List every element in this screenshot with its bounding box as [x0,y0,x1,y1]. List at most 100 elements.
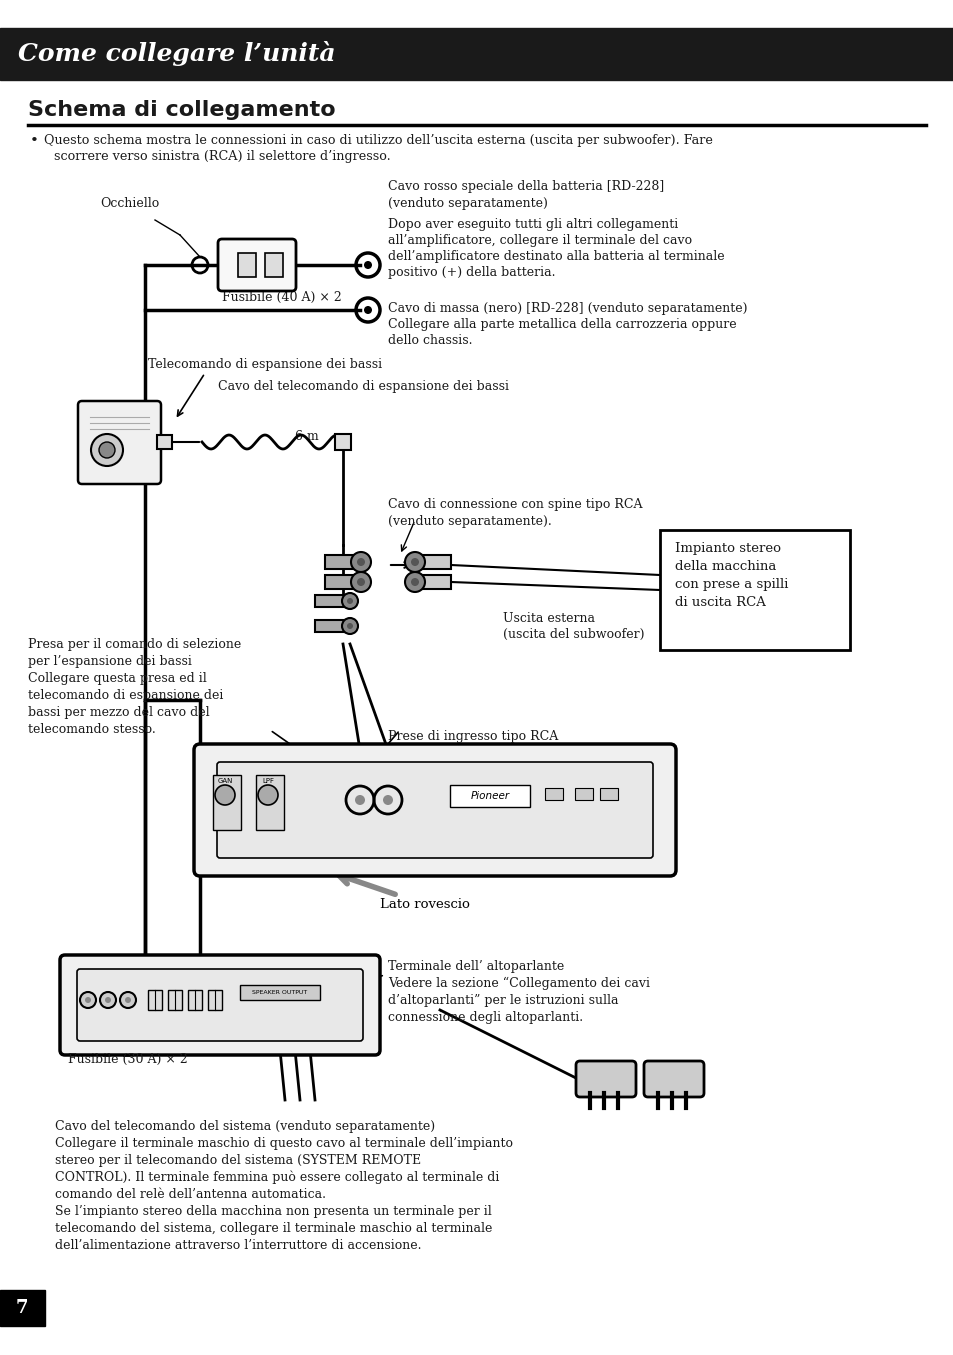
Text: (venduto separatamente): (venduto separatamente) [388,196,547,210]
Bar [575,789,593,799]
Circle shape [214,785,234,805]
Bar [325,575,360,589]
Text: con prese a spilli: con prese a spilli [675,579,787,591]
Text: dell’amplificatore destinato alla batteria al terminale: dell’amplificatore destinato alla batter… [388,251,724,263]
FancyBboxPatch shape [576,1061,636,1098]
Circle shape [257,785,277,805]
Bar [325,556,360,569]
Text: Occhiello: Occhiello [100,196,159,210]
Text: Terminale dell’ altoparlante: Terminale dell’ altoparlante [388,959,563,973]
Circle shape [341,618,357,634]
Bar [544,789,562,799]
Bar [213,775,241,831]
FancyBboxPatch shape [60,955,379,1056]
Bar [415,556,451,569]
Bar [255,775,284,831]
Bar [0,1290,45,1327]
Bar [314,621,350,631]
Circle shape [91,434,123,466]
Text: Cavo di connessione con spine tipo RCA: Cavo di connessione con spine tipo RCA [388,499,641,511]
Text: telecomando del sistema, collegare il terminale maschio al terminale: telecomando del sistema, collegare il te… [55,1222,492,1234]
Text: di uscita RCA: di uscita RCA [675,596,765,608]
Text: (uscita del subwoofer): (uscita del subwoofer) [502,627,644,641]
Text: Dopo aver eseguito tutti gli altri collegamenti: Dopo aver eseguito tutti gli altri colle… [388,218,678,230]
Bar [659,530,849,650]
Text: scorrere verso sinistra (RCA) il selettore d’ingresso.: scorrere verso sinistra (RCA) il seletto… [54,150,391,163]
FancyBboxPatch shape [78,401,161,484]
Bar [240,985,319,1000]
Text: SPEAKER OUTPUT: SPEAKER OUTPUT [253,989,307,995]
Text: Collegare il terminale maschio di questo cavo al terminale dell’impianto: Collegare il terminale maschio di questo… [55,1137,513,1150]
Circle shape [356,558,365,566]
Text: Cavo del telecomando di espansione dei bassi: Cavo del telecomando di espansione dei b… [218,379,509,393]
Circle shape [411,558,418,566]
Text: Come collegare l’unità: Come collegare l’unità [18,42,335,66]
Text: 7: 7 [16,1299,29,1317]
FancyBboxPatch shape [216,762,652,858]
Text: Vedere la sezione “Collegamento dei cavi: Vedere la sezione “Collegamento dei cavi [388,977,649,991]
Text: Collegare questa presa ed il: Collegare questa presa ed il [28,672,207,686]
Text: Pioneer: Pioneer [470,791,509,801]
Bar [208,991,222,1009]
Bar [335,434,351,450]
Text: dell’alimentazione attraverso l’interruttore di accensione.: dell’alimentazione attraverso l’interrut… [55,1238,421,1252]
Circle shape [347,623,353,629]
Text: bassi per mezzo del cavo del: bassi per mezzo del cavo del [28,706,210,720]
Circle shape [364,262,372,270]
Text: per l’espansione dei bassi: per l’espansione dei bassi [28,654,192,668]
Circle shape [382,795,393,805]
Circle shape [125,997,131,1003]
Text: Fusibile (40 A) × 2: Fusibile (40 A) × 2 [222,291,341,304]
Text: Presa per il comando di selezione: Presa per il comando di selezione [28,638,241,650]
Bar [599,789,618,799]
Text: GAN: GAN [217,778,233,785]
Text: Uscita esterna: Uscita esterna [502,612,595,625]
Circle shape [347,598,353,604]
Text: Collegare alla parte metallica della carrozzeria oppure: Collegare alla parte metallica della car… [388,318,736,331]
Circle shape [120,992,136,1008]
Text: •: • [30,134,39,148]
Circle shape [405,551,424,572]
Text: (venduto separatamente).: (venduto separatamente). [388,515,551,528]
Text: 6 m: 6 m [294,430,318,443]
Text: Telecomando di espansione dei bassi: Telecomando di espansione dei bassi [148,358,382,371]
Bar [157,435,172,449]
Text: telecomando di espansione dei: telecomando di espansione dei [28,688,223,702]
Text: d’altoparlanti” per le istruzioni sulla: d’altoparlanti” per le istruzioni sulla [388,995,618,1007]
Bar [314,595,350,607]
Circle shape [364,306,372,314]
Bar [148,991,162,1009]
Text: stereo per il telecomando del sistema (SYSTEM REMOTE: stereo per il telecomando del sistema (S… [55,1154,420,1167]
Text: comando del relè dell’antenna automatica.: comando del relè dell’antenna automatica… [55,1188,326,1201]
Text: Cavo di massa (nero) [RD-228] (venduto separatamente): Cavo di massa (nero) [RD-228] (venduto s… [388,302,747,314]
Text: Cavo rosso speciale della batteria [RD-228]: Cavo rosso speciale della batteria [RD-2… [388,180,663,192]
Text: connessione degli altoparlanti.: connessione degli altoparlanti. [388,1011,582,1024]
Circle shape [105,997,111,1003]
Text: LPF: LPF [262,778,274,785]
Circle shape [99,442,115,458]
FancyBboxPatch shape [193,744,676,875]
Text: Se l’impianto stereo della macchina non presenta un terminale per il: Se l’impianto stereo della macchina non … [55,1205,491,1218]
FancyBboxPatch shape [218,238,295,291]
Bar [168,991,182,1009]
FancyBboxPatch shape [77,969,363,1041]
Circle shape [80,992,96,1008]
Circle shape [351,551,371,572]
Bar [188,991,202,1009]
Text: Impianto stereo: Impianto stereo [675,542,781,556]
Text: Schema di collegamento: Schema di collegamento [28,100,335,121]
Bar [265,253,283,276]
Bar [0,28,953,80]
Circle shape [100,992,116,1008]
Circle shape [85,997,91,1003]
Bar [450,785,530,808]
Text: dello chassis.: dello chassis. [388,333,472,347]
Text: positivo (+) della batteria.: positivo (+) della batteria. [388,266,555,279]
Circle shape [355,795,365,805]
Text: telecomando stesso.: telecomando stesso. [28,724,155,736]
Text: Cavo del telecomando del sistema (venduto separatamente): Cavo del telecomando del sistema (vendut… [55,1121,435,1133]
Circle shape [405,572,424,592]
Circle shape [341,593,357,608]
Text: Lato rovescio: Lato rovescio [338,873,470,911]
Text: Questo schema mostra le connessioni in caso di utilizzo dell’uscita esterna (usc: Questo schema mostra le connessioni in c… [44,134,712,146]
